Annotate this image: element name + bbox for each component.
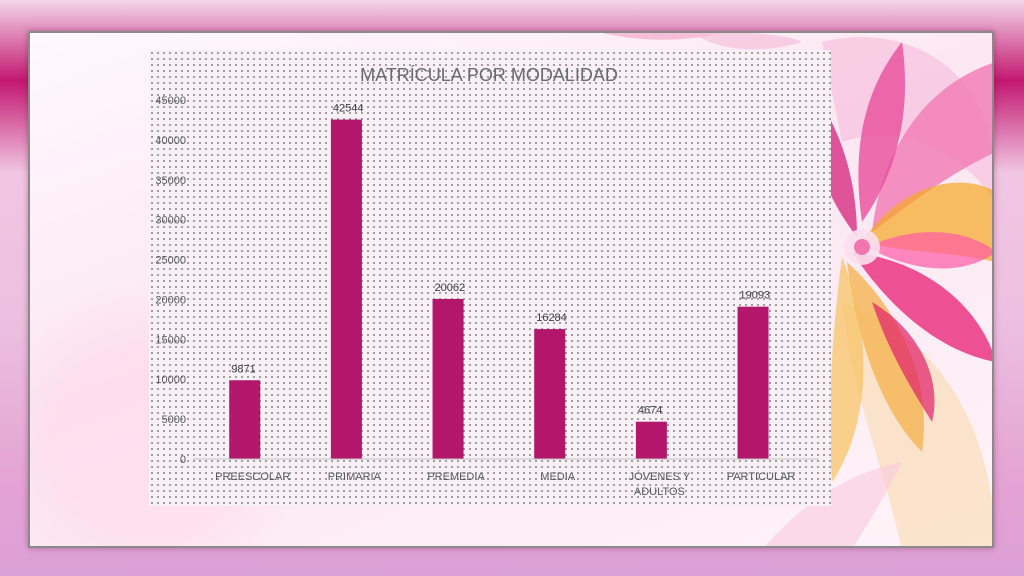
chart-panel: MATRÍCULA POR MODALIDAD 0 5000 10000 15000 2… <box>149 50 831 506</box>
y-tick-label: 15000 <box>155 334 186 346</box>
y-tick-label: 5000 <box>162 414 186 426</box>
x-tick-label: PRIMARIA <box>328 471 382 483</box>
y-tick-label: 20000 <box>155 294 186 306</box>
bar-preescolar <box>229 380 261 459</box>
x-tick-label: MEDIA <box>540 471 576 483</box>
y-axis: 0 5000 10000 15000 20000 25000 30000 35000 40000… <box>155 95 186 466</box>
y-tick-label: 0 <box>180 454 186 466</box>
chart-title: MATRÍCULA POR MODALIDAD <box>360 65 618 85</box>
data-labels: 9871 42544 20062 16284 4674 19093 <box>231 103 770 417</box>
y-tick-label: 35000 <box>155 175 186 187</box>
data-label: 4674 <box>638 405 662 417</box>
bar-premedia <box>432 298 464 459</box>
data-label: 19093 <box>740 290 771 302</box>
data-label: 42544 <box>333 103 364 115</box>
bar-j-venes-y-adultos <box>635 421 667 459</box>
x-tick-label: PREESCOLAR <box>215 471 290 483</box>
data-label: 16284 <box>536 312 567 324</box>
bar-particular <box>737 306 769 459</box>
x-tick-label: JÓVENES Y ADULTOS <box>629 470 691 498</box>
x-axis: PREESCOLAR PRIMARIA PREMEDIA MEDIA JÓVENES Y… <box>193 458 819 498</box>
data-label: 9871 <box>231 363 255 375</box>
bar-primaria <box>330 119 362 460</box>
x-tick-label: PREMEDIA <box>427 471 485 483</box>
y-tick-label: 30000 <box>155 215 186 227</box>
bars <box>229 119 769 460</box>
x-tick-label: PARTICULAR <box>727 471 796 483</box>
y-tick-label: 25000 <box>155 255 186 267</box>
y-tick-label: 40000 <box>155 135 186 147</box>
flower-decoration <box>602 33 992 546</box>
y-tick-label: 45000 <box>155 95 186 107</box>
data-label: 20062 <box>435 282 466 294</box>
bar-chart: MATRÍCULA POR MODALIDAD 0 5000 10000 15000 2… <box>155 65 819 498</box>
y-tick-label: 10000 <box>155 374 186 386</box>
bar-media <box>534 329 566 459</box>
